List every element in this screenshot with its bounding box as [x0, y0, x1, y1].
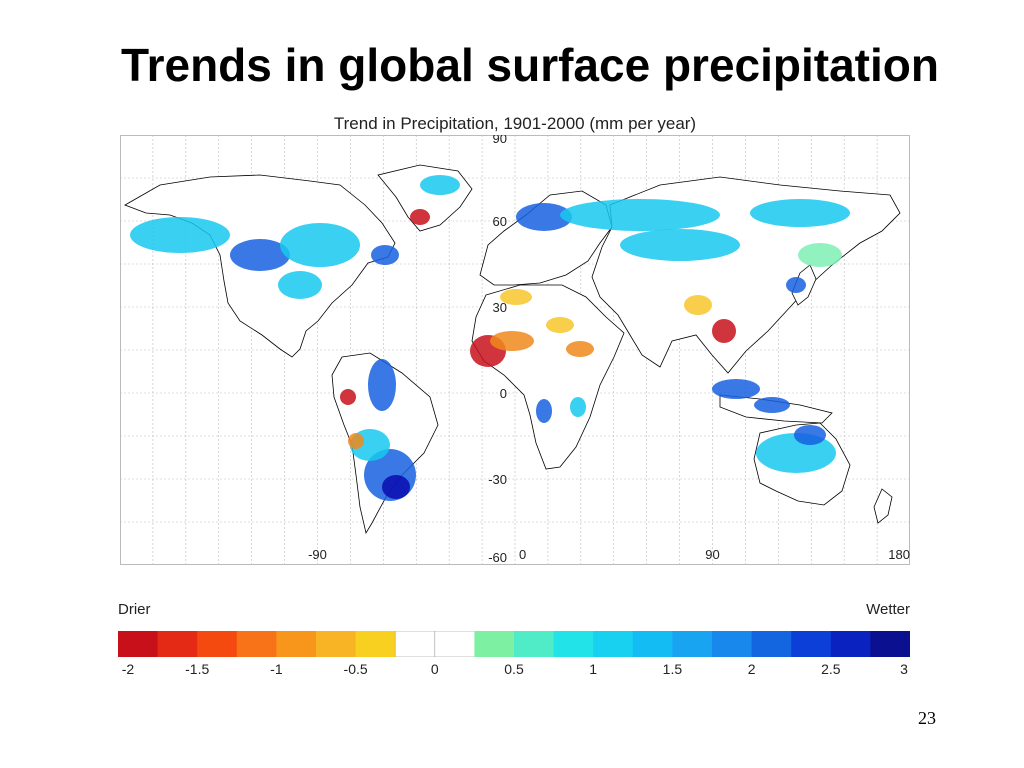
map-canvas: 90 60 30 0 -30 -60 -90 0 90 180: [120, 135, 910, 565]
legend-swatch: [355, 631, 396, 657]
longitude-label: 180: [888, 547, 910, 562]
trend-patch: [348, 433, 364, 449]
slide-title: Trends in global surface precipitation: [121, 39, 939, 91]
legend-swatch: [593, 631, 634, 657]
legend-tick-label: -1.5: [185, 661, 210, 677]
trend-patch: [570, 397, 586, 417]
latitude-label: -60: [488, 550, 507, 565]
longitude-label: 0: [519, 547, 526, 562]
map-border: [120, 135, 910, 565]
new-zealand-outline: [873, 488, 893, 524]
legend-swatch: [672, 631, 713, 657]
legend-tick-label: 3: [900, 661, 908, 677]
trend-patch: [546, 317, 574, 333]
trend-patch: [382, 475, 410, 499]
trend-patch: [371, 245, 399, 265]
trend-patch: [750, 199, 850, 227]
legend-swatch: [553, 631, 594, 657]
legend-swatch: [791, 631, 832, 657]
legend-wetter-label: Wetter: [866, 601, 910, 618]
precipitation-trend-map: 90 60 30 0 -30 -60 -90 0 90 180: [120, 135, 910, 565]
legend-tick-label: -0.5: [343, 661, 368, 677]
legend-tick-label: 1.5: [662, 661, 683, 677]
latitude-label: -30: [488, 472, 507, 487]
trend-patch: [794, 425, 826, 445]
legend-swatch: [197, 631, 238, 657]
legend-tick-label: 2: [747, 661, 756, 677]
trend-patch: [500, 289, 532, 305]
trend-patch: [490, 331, 534, 351]
legend-swatch: [118, 631, 159, 657]
page-number: 23: [918, 708, 936, 728]
map-axis-labels: 90 60 30 0 -30 -60 -90 0 90 180: [308, 135, 910, 565]
legend-swatch: [632, 631, 673, 657]
legend-swatch: [316, 631, 357, 657]
legend-swatch: [751, 631, 792, 657]
longitude-label: -90: [308, 547, 327, 562]
legend-tick-labels: -2 -1.5 -1 -0.5 0 0.5 1 1.5 2 2.5 3: [118, 661, 910, 681]
legend-tick-label: -1: [270, 661, 283, 677]
latitude-label: 30: [493, 300, 507, 315]
legend-tick-label: 2.5: [821, 661, 841, 677]
trend-patch: [560, 199, 720, 231]
precipitation-trend-patches: [130, 175, 850, 501]
map-gridlines: [120, 135, 910, 565]
latitude-label: 0: [500, 386, 507, 401]
trend-patch: [620, 229, 740, 261]
legend-color-bar: [118, 631, 910, 657]
legend-tick-label: 0.5: [504, 661, 524, 677]
trend-patch: [712, 379, 760, 399]
trend-patch: [280, 223, 360, 267]
latitude-label: 60: [493, 214, 507, 229]
trend-patch: [786, 277, 806, 293]
trend-patch: [130, 217, 230, 253]
trend-patch: [410, 209, 430, 225]
trend-patch: [278, 271, 322, 299]
latitude-label: 90: [493, 135, 507, 146]
trend-patch: [230, 239, 290, 271]
map-title: Trend in Precipitation, 1901-2000 (mm pe…: [333, 114, 697, 133]
legend-swatch: [514, 631, 555, 657]
legend-swatch: [394, 631, 436, 657]
legend-swatch: [157, 631, 198, 657]
legend-swatch: [434, 631, 476, 657]
legend-swatch: [712, 631, 753, 657]
trend-patch: [368, 359, 396, 411]
legend-tick-label: -2: [121, 661, 135, 677]
trend-patch: [754, 397, 790, 413]
trend-patch: [712, 319, 736, 343]
legend-swatch: [870, 631, 910, 657]
legend-swatch: [474, 631, 515, 657]
legend-tick-label: 0: [430, 661, 439, 677]
trend-patch: [420, 175, 460, 195]
trend-patch: [340, 389, 356, 405]
legend-drier-label: Drier: [118, 601, 151, 618]
legend-swatch: [236, 631, 277, 657]
legend-swatch: [276, 631, 317, 657]
trend-patch: [798, 243, 842, 267]
legend-swatch: [830, 631, 871, 657]
trend-patch: [536, 399, 552, 423]
trend-patch: [684, 295, 712, 315]
legend-tick-label: 1: [589, 661, 598, 677]
longitude-label: 90: [705, 547, 719, 562]
trend-patch: [566, 341, 594, 357]
trend-patch: [516, 203, 572, 231]
